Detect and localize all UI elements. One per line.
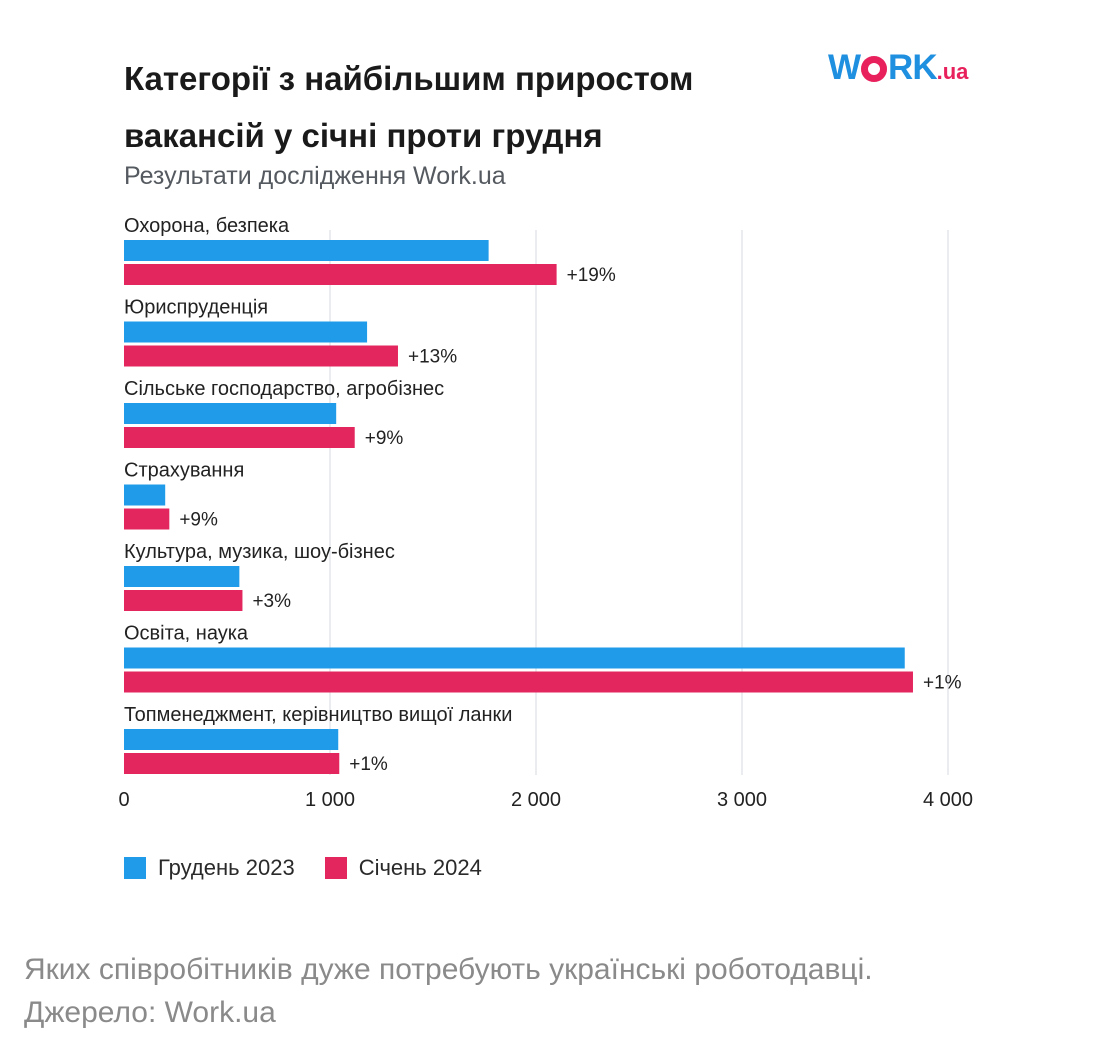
- x-tick-label: 0: [118, 789, 129, 811]
- bar-dec-2023: [124, 321, 368, 343]
- data-label: +9%: [365, 428, 404, 449]
- category-label: Освіта, наука: [124, 623, 249, 645]
- data-label: +1%: [923, 673, 962, 694]
- data-label: +3%: [252, 591, 291, 612]
- category-label: Юриспруденція: [124, 297, 268, 319]
- image-caption: Яких співробітників дуже потребують укра…: [24, 948, 873, 1034]
- category-label: Страхування: [124, 460, 244, 482]
- bar-jan-2024: [124, 508, 170, 530]
- bar-jan-2024: [124, 753, 340, 774]
- legend: Грудень 2023 Січень 2024: [124, 855, 482, 881]
- bar-dec-2023: [124, 240, 489, 261]
- data-label: +13%: [408, 347, 457, 368]
- caption-line: Яких співробітників дуже потребують укра…: [24, 953, 873, 986]
- data-label: +9%: [179, 510, 218, 531]
- chart-title: Категорії з найбільшим приростом вакансі…: [124, 60, 694, 154]
- category-label: Топменеджмент, керівництво вищої ланки: [124, 704, 512, 726]
- legend-label-jan-2024: Січень 2024: [358, 855, 482, 880]
- x-tick-label: 4 000: [923, 789, 973, 811]
- data-label: +19%: [567, 265, 616, 286]
- bar-dec-2023: [124, 484, 166, 506]
- x-tick-label: 1 000: [305, 789, 355, 811]
- bar-dec-2023: [124, 729, 339, 750]
- category-label: Сільське господарство, агробізнес: [124, 378, 444, 400]
- logo-o-icon: [861, 56, 888, 82]
- legend-label-dec-2023: Грудень 2023: [158, 855, 295, 880]
- chart-subtitle: Результати дослідження Work.ua: [124, 162, 506, 190]
- bar-jan-2024: [124, 671, 913, 693]
- bar-jan-2024: [124, 345, 398, 367]
- bar-dec-2023: [124, 647, 905, 669]
- x-tick-label: 3 000: [717, 789, 767, 811]
- data-label: +1%: [349, 754, 388, 775]
- bar-jan-2024: [124, 264, 557, 285]
- legend-item-jan-2024: Січень 2024: [324, 855, 482, 881]
- bar-dec-2023: [124, 566, 240, 587]
- legend-item-dec-2023: Грудень 2023: [124, 855, 295, 881]
- category-label: Культура, музика, шоу-бізнес: [124, 541, 395, 563]
- work-ua-logo: W RK.ua: [828, 48, 969, 87]
- caption-source: Джерело: Work.ua: [24, 996, 276, 1029]
- bar-dec-2023: [124, 403, 337, 424]
- legend-swatch-jan-2024: [324, 857, 347, 879]
- bar-jan-2024: [124, 590, 243, 611]
- bar-jan-2024: [124, 427, 355, 448]
- legend-swatch-dec-2023: [124, 857, 146, 879]
- bar-chart: Охорона, безпека +19% Юриспруденція +13% Сіл…: [118, 215, 973, 811]
- category-label: Охорона, безпека: [124, 215, 290, 237]
- x-tick-label: 2 000: [511, 789, 561, 811]
